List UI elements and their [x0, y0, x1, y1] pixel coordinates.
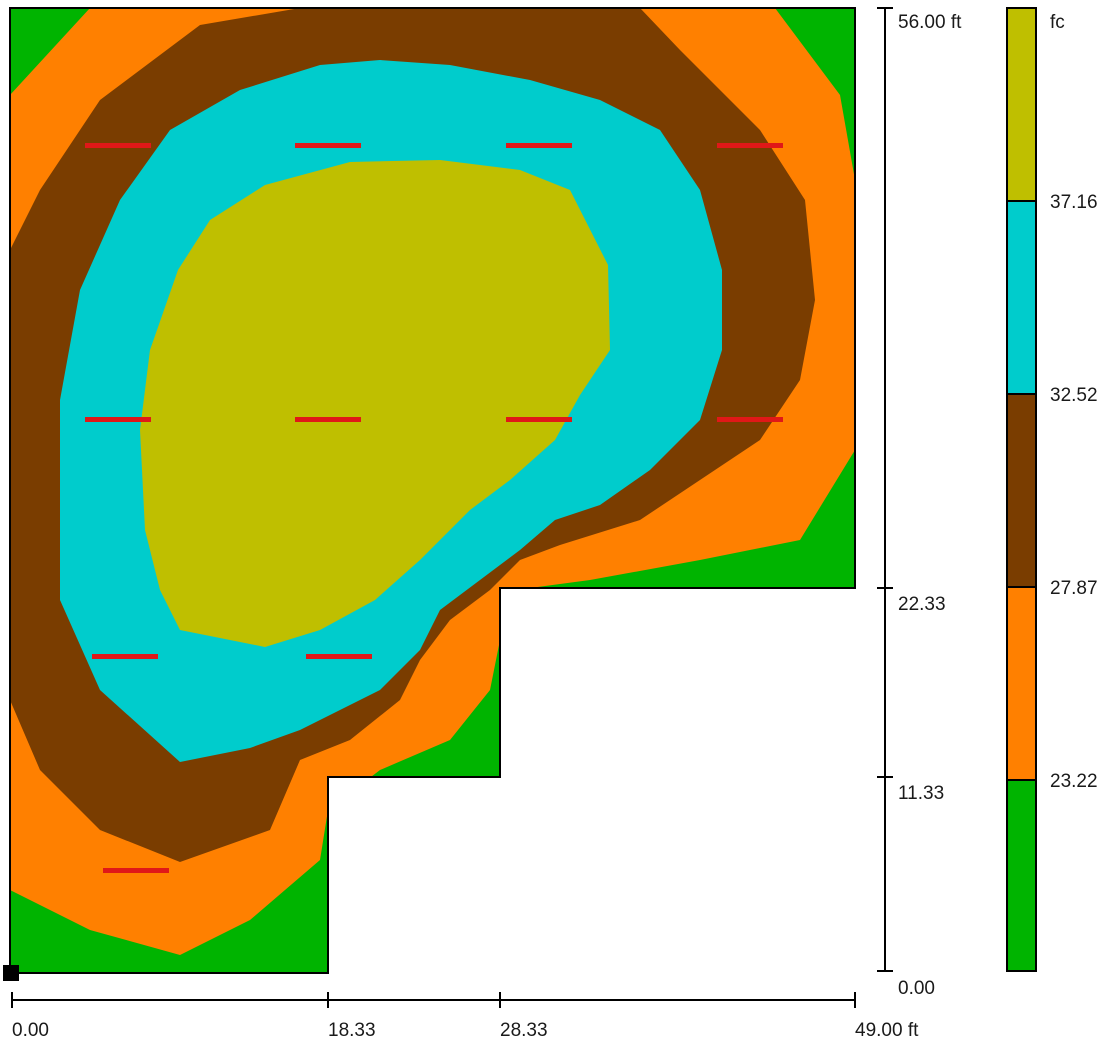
column-marker-2 — [295, 143, 361, 148]
column-marker-9 — [92, 654, 158, 659]
column-marker-3 — [506, 143, 572, 148]
x-dimension-axis — [11, 992, 856, 1008]
y-tick-label-2: 22.33 — [898, 594, 946, 615]
y-dimension-axis — [877, 7, 893, 972]
contour-plot — [10, 8, 855, 973]
x-tick-label-3: 49.00 ft — [855, 1020, 919, 1041]
legend-threshold-1: 32.52 — [1050, 385, 1098, 406]
column-marker-4 — [717, 143, 783, 148]
column-marker-11 — [103, 868, 169, 873]
y-tick-label-0: 0.00 — [898, 978, 935, 999]
slab-outline — [9, 7, 856, 974]
legend-title: fc — [1050, 12, 1065, 33]
column-marker-8 — [717, 417, 783, 422]
contour-band-highest — [140, 160, 610, 647]
legend-threshold-0: 37.16 — [1050, 192, 1098, 213]
legend-colorbar — [1006, 7, 1037, 972]
column-markers — [85, 143, 783, 873]
x-tick-label-0: 0.00 — [12, 1020, 49, 1041]
legend-band-highest — [1007, 8, 1036, 201]
origin-marker — [3, 965, 19, 981]
y-tick-label-1: 11.33 — [898, 783, 944, 804]
legend-band-27-32 — [1007, 394, 1036, 587]
legend-band-32-37 — [1007, 201, 1036, 394]
legend-threshold-3: 23.22 — [1050, 771, 1098, 792]
column-marker-10 — [306, 654, 372, 659]
x-tick-label-1: 18.33 — [328, 1020, 376, 1041]
column-marker-5 — [85, 417, 151, 422]
column-marker-6 — [295, 417, 361, 422]
legend-band-23-27 — [1007, 587, 1036, 780]
legend-threshold-2: 27.87 — [1050, 578, 1098, 599]
legend-band-lowest — [1007, 780, 1036, 971]
y-tick-label-3: 56.00 ft — [898, 12, 962, 33]
column-marker-7 — [506, 417, 572, 422]
x-tick-label-2: 28.33 — [500, 1020, 548, 1041]
column-marker-1 — [85, 143, 151, 148]
